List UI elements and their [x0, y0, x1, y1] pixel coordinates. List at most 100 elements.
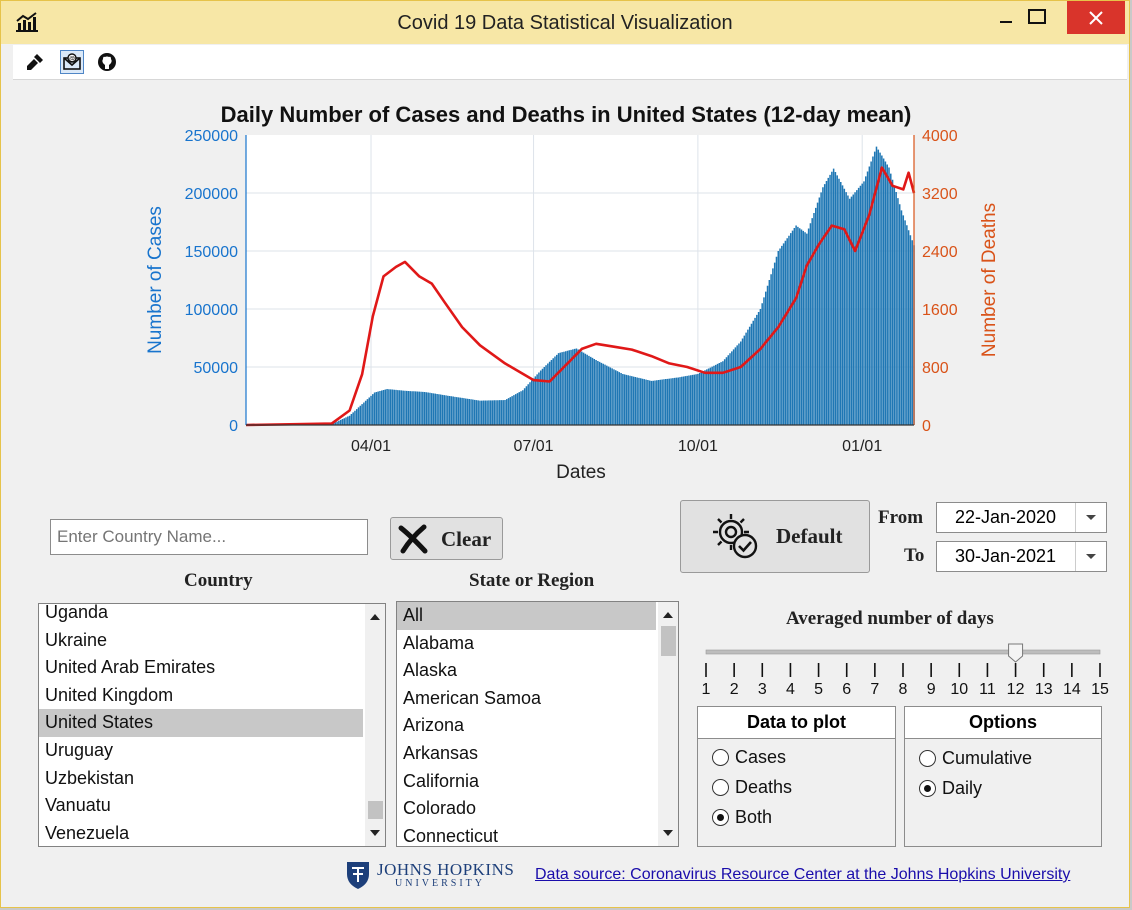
jhu-logo-text: JOHNS HOPKINS: [377, 860, 515, 879]
minimize-icon: [1000, 21, 1012, 23]
jhu-logo-sub: UNIVERSITY: [395, 878, 485, 889]
y-left-tick-label: 50000: [194, 360, 239, 377]
radio-circle-icon: [712, 749, 729, 766]
slider-tick-label: 11: [979, 681, 996, 698]
state-listbox[interactable]: All Alabama Alaska American Samoa Arizona Ark…: [396, 601, 679, 847]
chart-title: Daily Number of Cases and Deaths in Unit…: [220, 102, 912, 127]
country-list-item[interactable]: Uruguay: [45, 739, 114, 760]
y-right-axis-label: Number of Deaths: [979, 203, 1000, 357]
slider-tick-label: 14: [1063, 681, 1081, 698]
svg-text:@: @: [69, 57, 75, 63]
slider-tick-label: 6: [842, 681, 851, 698]
slider-tick-label: 12: [1007, 681, 1025, 698]
radio-circle-icon: [712, 779, 729, 796]
y-right-tick-label: 3200: [922, 186, 958, 203]
title-bar: Covid 19 Data Statistical Visualization: [1, 1, 1129, 44]
radio-label: Cases: [735, 747, 787, 767]
state-list-item[interactable]: Colorado: [403, 798, 477, 819]
slider-tick-label: 4: [786, 681, 795, 698]
clear-x-icon: [398, 524, 428, 554]
scroll-up-icon: [663, 612, 673, 618]
data-to-plot-group: Data to plot Cases Deaths Both: [697, 706, 896, 847]
x-tick-label: 07/01: [514, 438, 554, 455]
country-list-item[interactable]: United Arab Emirates: [45, 657, 216, 678]
data-to-plot-title: Data to plot: [698, 707, 895, 739]
slider-tick-label: 2: [730, 681, 739, 698]
country-search-input[interactable]: [50, 519, 368, 555]
email-icon: @: [63, 53, 81, 70]
maximize-icon: [1028, 9, 1046, 24]
country-list-item[interactable]: Vanuatu: [45, 795, 111, 816]
window-title: Covid 19 Data Statistical Visualization: [397, 12, 733, 34]
radio-deaths[interactable]: Deaths: [712, 777, 792, 798]
gear-check-icon: [713, 514, 758, 559]
slider-tick-label: 5: [814, 681, 823, 698]
radio-label: Both: [735, 807, 773, 827]
github-tool-button[interactable]: [95, 50, 119, 74]
country-list-item[interactable]: United States: [39, 709, 363, 737]
email-tool-button[interactable]: @: [60, 50, 84, 74]
country-list-item[interactable]: Uzbekistan: [45, 767, 135, 788]
state-list-label: State or Region: [469, 570, 595, 591]
default-button[interactable]: Default: [680, 500, 870, 573]
radio-both[interactable]: Both: [712, 807, 772, 828]
to-date-select[interactable]: 30-Jan-2021: [936, 541, 1107, 572]
slider-thumb[interactable]: [1008, 643, 1024, 663]
country-list-item[interactable]: United Kingdom: [45, 684, 174, 705]
state-list-item[interactable]: California: [403, 770, 480, 791]
country-listbox[interactable]: Uganda Ukraine United Arab Emirates United …: [38, 603, 386, 847]
data-source-link[interactable]: Data source: Coronavirus Resource Center…: [535, 866, 1071, 883]
to-date-value: 30-Jan-2021: [954, 546, 1057, 566]
y-left-tick-label: 0: [229, 418, 238, 435]
y-left-tick-label: 100000: [185, 302, 238, 319]
state-list-item[interactable]: American Samoa: [403, 687, 542, 708]
minimize-button[interactable]: [983, 1, 1029, 33]
deaths-line: [245, 166, 916, 427]
state-scrollbar[interactable]: [658, 602, 678, 846]
country-scrollbar[interactable]: [365, 604, 385, 846]
slider-track[interactable]: [705, 649, 1101, 655]
maximize-button[interactable]: [1020, 1, 1054, 33]
state-list-item[interactable]: Arkansas: [403, 742, 479, 763]
slider-tick-label: 3: [758, 681, 767, 698]
country-list-item[interactable]: Venezuela: [45, 822, 130, 843]
country-list-label: Country: [184, 570, 253, 591]
options-title: Options: [905, 707, 1101, 739]
brush-tool-button[interactable]: [23, 50, 47, 74]
slider-label: Averaged number of days: [786, 608, 994, 629]
toolbar: @: [13, 45, 1127, 80]
radio-cumulative[interactable]: Cumulative: [919, 748, 1032, 769]
state-list-item[interactable]: Alaska: [403, 660, 458, 681]
from-date-select[interactable]: 22-Jan-2020: [936, 502, 1107, 533]
country-list-item[interactable]: Ukraine: [45, 629, 108, 650]
chevron-down-icon: [1075, 503, 1106, 532]
radio-label: Cumulative: [942, 748, 1033, 768]
from-date-value: 22-Jan-2020: [954, 507, 1057, 527]
averaging-days-slider[interactable]: 1 2 3 4 5 6 7 8 9 10 11 12 13 14 15: [696, 640, 1116, 700]
y-left-axis-label: Number of Cases: [145, 206, 166, 354]
x-tick-label: 04/01: [351, 438, 391, 455]
slider-tick-label: 15: [1091, 681, 1109, 698]
y-right-tick-label: 1600: [922, 302, 958, 319]
scrollbar-thumb[interactable]: [661, 626, 676, 656]
radio-daily[interactable]: Daily: [919, 778, 982, 799]
scroll-down-icon: [663, 830, 673, 836]
y-right-tick-label: 0: [922, 418, 931, 435]
y-right-tick-label: 4000: [922, 128, 958, 145]
country-list-item[interactable]: Uganda: [45, 603, 109, 622]
close-button[interactable]: [1067, 1, 1125, 34]
options-group: Options Cumulative Daily: [904, 706, 1102, 847]
scroll-up-icon: [370, 614, 380, 620]
state-list-item[interactable]: Connecticut: [403, 825, 499, 846]
clear-button[interactable]: Clear: [390, 517, 503, 560]
scrollbar-thumb[interactable]: [368, 801, 383, 819]
from-label: From: [878, 507, 924, 528]
state-list-item[interactable]: Alabama: [403, 632, 475, 653]
scroll-down-icon: [370, 830, 380, 836]
slider-tick-label: 9: [927, 681, 936, 698]
radio-label: Deaths: [735, 777, 793, 797]
chevron-down-icon: [1075, 542, 1106, 571]
state-list-item[interactable]: All: [397, 602, 656, 630]
state-list-item[interactable]: Arizona: [403, 715, 465, 736]
radio-cases[interactable]: Cases: [712, 747, 786, 768]
